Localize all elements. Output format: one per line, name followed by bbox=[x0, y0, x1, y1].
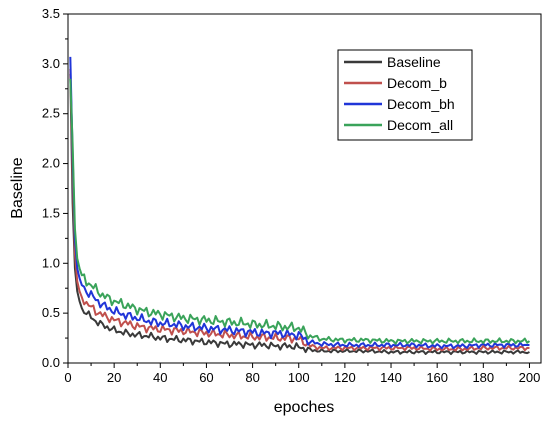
y-tick-label: 0.0 bbox=[42, 355, 60, 370]
x-tick-label: 140 bbox=[380, 370, 402, 385]
x-tick-label: 80 bbox=[245, 370, 259, 385]
legend-label: Decom_bh bbox=[387, 96, 455, 112]
series-layer bbox=[69, 56, 531, 356]
legend-items: Baseline Decom_b Decom_bh Decom_all bbox=[344, 54, 455, 133]
series-line-decom-bh bbox=[69, 56, 530, 350]
x-tick-label: 20 bbox=[107, 370, 121, 385]
x-tick-label: 0 bbox=[64, 370, 71, 385]
legend-label: Decom_b bbox=[387, 75, 447, 91]
x-tick-label: 40 bbox=[153, 370, 167, 385]
series-line-decom-all bbox=[69, 78, 531, 345]
x-axis: 0 20 40 60 80 100 120 140 160 180 200 bbox=[64, 363, 540, 385]
y-axis: 0.0 0.5 1.0 1.5 2.0 2.5 3.0 3.5 bbox=[42, 6, 68, 370]
legend: Baseline Decom_b Decom_bh Decom_all bbox=[337, 49, 473, 141]
y-axis-title: Baseline bbox=[9, 157, 26, 218]
legend-label: Decom_all bbox=[387, 117, 453, 133]
y-tick-label: 2.5 bbox=[42, 106, 60, 121]
x-tick-label: 120 bbox=[334, 370, 356, 385]
legend-label: Baseline bbox=[387, 54, 441, 70]
y-tick-label: 3.0 bbox=[42, 56, 60, 71]
y-tick-label: 1.0 bbox=[42, 255, 60, 270]
x-tick-label: 200 bbox=[519, 370, 541, 385]
series-line-baseline bbox=[69, 73, 530, 356]
y-tick-label: 3.5 bbox=[42, 6, 60, 21]
x-tick-label: 180 bbox=[472, 370, 494, 385]
x-tick-label: 60 bbox=[199, 370, 213, 385]
y-tick-label: 2.0 bbox=[42, 156, 60, 171]
y-tick-label: 1.5 bbox=[42, 205, 60, 220]
y-tick-label: 0.5 bbox=[42, 305, 60, 320]
x-tick-label: 160 bbox=[426, 370, 448, 385]
x-axis-title: epoches bbox=[274, 399, 335, 416]
x-tick-label: 100 bbox=[288, 370, 310, 385]
